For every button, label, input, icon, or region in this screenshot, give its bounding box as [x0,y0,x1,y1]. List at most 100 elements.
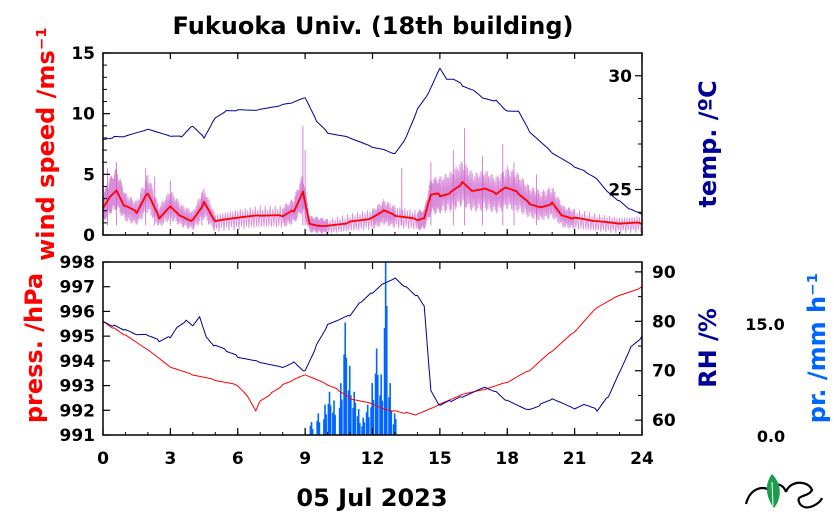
precip-bar [327,403,330,435]
precip-bar [309,425,312,435]
precip-bar [328,391,331,435]
precip-bar [353,391,356,435]
date-label: 05 Jul 2023 [296,484,447,512]
precip-bar [381,400,384,435]
precip-bar [379,395,381,435]
precip-bar [333,400,335,435]
x-tick-label: 21 [563,449,587,469]
precip-bar [372,399,375,435]
precip-bar [350,395,352,435]
precip-bar [366,404,369,435]
precip-bar [380,374,382,435]
bottom-series [102,262,643,435]
top-ticks: 0 5 10 15 25 30 [71,44,643,246]
precip-bar [388,397,390,435]
wind-avg-line [102,180,643,227]
precip-bar [392,424,395,435]
precip-bar [357,409,360,435]
x-tick-label: 18 [495,449,519,469]
logo-icon [744,474,824,509]
precip-bar [389,383,391,435]
wind-axis-label: wind speed /ms⁻¹ [32,27,60,261]
x-tick-label: 15 [428,449,452,469]
rh-tick-label: 70 [652,362,676,382]
precip-bar [352,407,354,435]
top-series [102,67,643,235]
precip-bar [345,357,348,435]
wind-tick-label: 5 [83,165,95,185]
x-tick-label: 6 [232,449,244,469]
wind-raw-line [102,160,642,235]
top-panel: 0 5 10 15 25 30 wind speed /ms⁻¹ temp. /ºC [32,27,722,261]
precip-bar [354,402,357,435]
precip-bar [316,421,318,435]
precip-bar [311,429,314,435]
precip-tick-low: 0.0 [757,427,785,446]
precip-bar [348,365,351,435]
precip-bar [376,375,379,435]
precip-bar [362,417,364,435]
precip-bar [325,414,327,435]
precip-bar [368,417,370,435]
precip-bar [390,410,393,435]
precip-axis-label: pr. /mm h⁻¹ [803,273,831,423]
precip-bar [332,412,334,435]
precip-bar [374,373,377,435]
pressure-tick-label: 998 [60,253,96,273]
precip-bar [334,414,336,435]
precip-bar [323,419,325,435]
precip-bar [361,426,363,435]
wind-tick-label: 15 [71,44,95,64]
pressure-tick-label: 997 [60,278,96,298]
temp-axis-label: temp. /ºC [694,80,722,207]
precip-bar [339,383,342,435]
temp-tick-label: 25 [608,181,632,201]
x-tick-label: 0 [97,449,109,469]
rh-line [102,277,643,412]
precip-bar [385,305,388,435]
precip-bar [341,399,343,435]
temp-tick-label: 30 [608,67,632,87]
precip-bar [371,383,373,435]
x-tick-label: 3 [164,449,176,469]
precip-bar [318,422,321,435]
pressure-tick-label: 992 [60,401,96,421]
chart-title: Fukuoka Univ. (18th building) [173,12,574,40]
bottom-panel: 0 3 6 9 12 15 18 21 24 991 992 993 994 995 996 997 998 60… [20,253,831,469]
rh-axis-label: RH /% [694,308,722,388]
pressure-tick-label: 991 [60,426,96,446]
precip-bar [317,413,320,435]
precip-bar [338,407,341,435]
x-tick-label: 9 [299,449,311,469]
precip-bar [347,390,350,435]
precip-bar [363,422,366,435]
rh-tick-label: 60 [652,411,676,431]
precip-bar [329,405,332,435]
precip-bar [370,407,372,435]
precip-bar [324,404,326,435]
wind-tick-label: 10 [71,105,95,125]
precip-bar [393,413,396,435]
precip-bar [394,419,397,435]
pressure-line [102,286,643,416]
pressure-tick-label: 996 [60,302,96,322]
precip-bar [383,327,386,435]
precip-bar [359,423,361,435]
pressure-tick-label: 994 [60,352,96,372]
x-tick-label: 24 [630,449,654,469]
rh-tick-label: 90 [652,263,676,283]
wind-tick-label: 0 [83,226,95,246]
temp-line [102,67,643,215]
pressure-tick-label: 995 [60,327,96,347]
rh-tick-label: 80 [652,312,676,332]
bottom-ticks: 0 3 6 9 12 15 18 21 24 991 992 993 994 995 996 997 998 60… [60,253,676,469]
precip-bar [356,416,359,435]
precip-bar [310,422,313,435]
pressure-tick-label: 993 [60,377,96,397]
precip-bar [344,322,347,435]
x-tick-label: 12 [361,449,385,469]
precip-bar [384,262,387,435]
pressure-axis-label: press. /hPa [20,273,48,423]
precip-bar [365,412,368,435]
